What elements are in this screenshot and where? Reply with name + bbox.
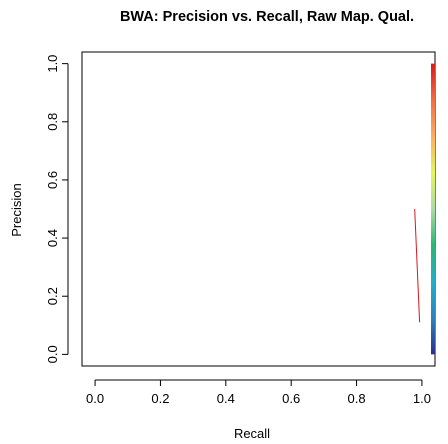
- y-tick-label: 0.0: [45, 345, 60, 363]
- colorbar: [431, 63, 435, 355]
- x-tick-label: 0.0: [86, 391, 104, 406]
- colorbar-strip: [431, 63, 435, 355]
- x-tick-label: 0.8: [348, 391, 366, 406]
- plot-area: [81, 51, 436, 367]
- y-tick-label: 0.8: [45, 113, 60, 131]
- x-tick-label: 1.0: [413, 391, 431, 406]
- x-axis: 0.0 0.2 0.4 0.6 0.8 1.0: [86, 379, 431, 406]
- chart-title: BWA: Precision vs. Recall, Raw Map. Qual…: [120, 9, 414, 25]
- x-tick-label: 0.6: [282, 391, 300, 406]
- y-tick-label: 0.2: [45, 287, 60, 305]
- x-tick-label: 0.4: [217, 391, 235, 406]
- y-axis: 0.0 0.2 0.4 0.6 0.8 1.0: [45, 55, 69, 363]
- y-tick-label: 0.6: [45, 171, 60, 189]
- series-layer: [414, 208, 421, 323]
- plot-frame: [81, 51, 436, 367]
- x-tick-label: 0.2: [151, 391, 169, 406]
- y-axis-title: Precision: [9, 183, 24, 236]
- x-axis-title: Recall: [234, 426, 270, 441]
- y-tick-label: 0.4: [45, 229, 60, 247]
- precision-recall-curve: [414, 208, 421, 323]
- y-tick-label: 1.0: [45, 55, 60, 73]
